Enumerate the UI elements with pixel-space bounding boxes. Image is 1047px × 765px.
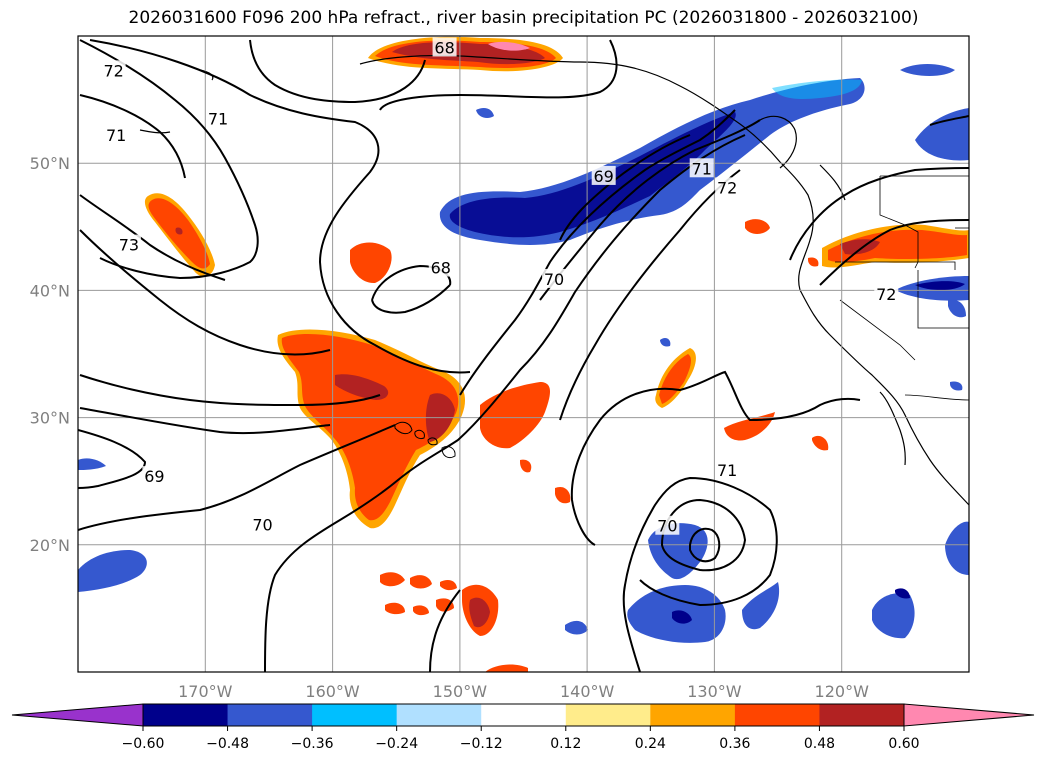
lat-label-1: 40°N: [30, 281, 70, 300]
contour-label-bg: [874, 284, 899, 304]
latitude-labels: 50°N 40°N 30°N 20°N: [30, 154, 70, 555]
political-borders: [835, 175, 969, 401]
colorbar-tick-label: 0.48: [804, 736, 835, 752]
contour-label: 70: [544, 270, 564, 289]
lat-label-2: 30°N: [30, 409, 70, 428]
colorbar-frame: [142, 703, 905, 727]
precip-positive-dateline: [144, 193, 392, 284]
colorbar-swatch: [227, 704, 313, 726]
colorbar-swatch: [312, 704, 398, 726]
colorbar-swatch: [734, 704, 821, 726]
contour-label: 68: [434, 38, 454, 57]
contour-labels: 72 71 71 73 68 68 69 70 71 72 72 69 70 71 70: [101, 37, 899, 536]
colorbar-tick-label: −0.36: [291, 736, 334, 752]
contour-label-bg: [142, 466, 167, 486]
colorbar-tick-label: 0.36: [719, 736, 750, 752]
lat-label-3: 20°N: [30, 536, 70, 555]
contour-label-bg: [206, 108, 231, 128]
map-frame: [77, 35, 970, 673]
graticule: [78, 36, 969, 672]
lon-label-5: 120°W: [815, 682, 870, 701]
contour-label-bg: [715, 177, 740, 197]
contour-label: 72: [717, 178, 737, 197]
lat-label-0: 50°N: [30, 154, 70, 173]
contour-label-bg: [715, 459, 740, 479]
colorbar-over-arrow: [903, 703, 1035, 727]
contour-label: 72: [103, 61, 123, 80]
contour-label: 70: [252, 515, 272, 534]
lon-label-4: 130°W: [687, 682, 742, 701]
precip-positive-east-pacific: [655, 219, 969, 451]
contour-label: 69: [594, 167, 614, 186]
contour-label: 68: [431, 259, 451, 278]
contour-label-bg: [101, 60, 126, 80]
contour-label: 70: [657, 517, 677, 536]
contour-label: 71: [106, 126, 126, 145]
refractivity-contours: [78, 39, 969, 672]
contour-label-bg: [104, 125, 129, 145]
contour-label-bg: [542, 268, 567, 288]
colorbar-tick-label: −0.12: [460, 736, 503, 752]
colorbar: −0.60 −0.48 −0.36 −0.24 −0.12 0.12 0.24 0.36 0.4…: [11, 703, 1035, 752]
colorbar-swatch: [819, 704, 905, 726]
contour-label-bg: [116, 234, 141, 254]
contour-label-bg: [250, 514, 275, 534]
contour-label-bg: [591, 165, 616, 185]
lon-label-2: 150°W: [433, 682, 488, 701]
colorbar-swatch: [396, 704, 482, 726]
colorbar-tick-label: −0.24: [375, 736, 418, 752]
contour-label: 69: [144, 467, 164, 486]
contour-label-bg: [655, 515, 680, 535]
contour-label-bg: [432, 37, 457, 57]
colorbar-tick-label: 0.24: [635, 736, 666, 752]
colorbar-swatch: [565, 704, 651, 726]
contour-label: 71: [692, 159, 712, 178]
contour-label: 73: [119, 236, 139, 255]
colorbar-tick-label: −0.48: [206, 736, 249, 752]
colorbar-tick-label: 0.60: [888, 736, 919, 752]
precip-negative-band: [439, 64, 969, 301]
precip-positive-alaska-gulf: [368, 36, 563, 72]
longitude-labels: 170°W 160°W 150°W 140°W 130°W 120°W: [178, 682, 869, 701]
lon-label-3: 140°W: [560, 682, 615, 701]
contour-label: 72: [876, 285, 896, 304]
map-title: 2026031600 F096 200 hPa refract., river …: [128, 8, 919, 28]
map-content: 72 71 71 73 68 68 69 70 71 72 72 69 70 71 70: [78, 36, 969, 672]
colorbar-swatch: [650, 704, 736, 726]
colorbar-under-arrow: [11, 703, 144, 727]
contour-label: 71: [208, 110, 228, 129]
colorbar-swatch: [481, 704, 567, 726]
lon-label-0: 170°W: [178, 682, 233, 701]
colorbar-swatch: [143, 704, 229, 726]
colorbar-tick-label: 0.12: [550, 736, 581, 752]
lon-label-1: 160°W: [305, 682, 360, 701]
contour-label-bg: [689, 158, 714, 178]
map-background: [78, 36, 969, 672]
contour-label: 71: [717, 461, 737, 480]
colorbar-tick-label: −0.60: [122, 736, 165, 752]
contour-label-bg: [428, 257, 453, 277]
